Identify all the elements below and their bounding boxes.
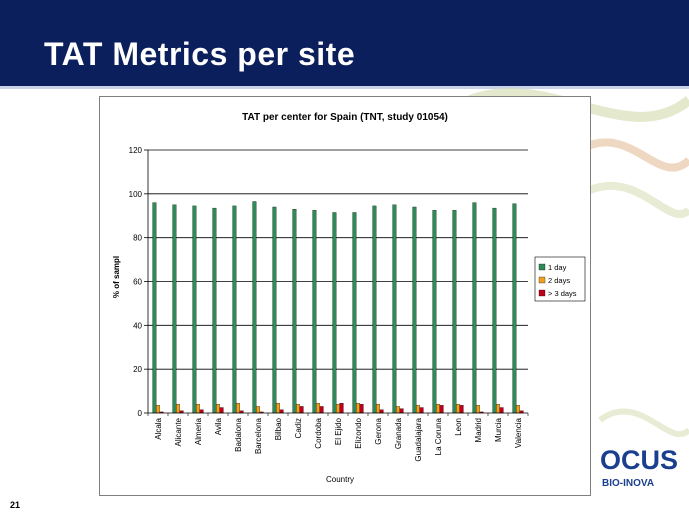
bar-1-17 (496, 404, 500, 414)
bar-0-9 (332, 212, 337, 414)
bar-0-10 (352, 212, 357, 414)
logo-text: OCUS (600, 445, 679, 475)
slide-header (0, 0, 689, 86)
bar-1-3 (216, 404, 220, 414)
x-tick-label: Madrid (474, 418, 483, 442)
bar-1-16 (476, 405, 480, 414)
x-tick-label: Gerona (374, 417, 383, 444)
bar-2-2 (199, 409, 204, 414)
legend-label-0: 1 day (548, 263, 567, 272)
y-tick-label: 100 (129, 190, 143, 199)
bar-0-2 (192, 205, 197, 414)
bar-0-0 (152, 202, 157, 414)
bar-1-7 (296, 404, 300, 414)
bar-0-8 (312, 210, 317, 414)
bar-0-4 (232, 205, 237, 414)
bar-2-12 (399, 408, 404, 414)
bar-0-14 (432, 210, 437, 414)
legend-swatch-1 (538, 276, 546, 284)
bar-1-8 (316, 402, 320, 414)
x-tick-label: Badalona (234, 417, 243, 451)
chart-title: TAT per center for Spain (TNT, study 010… (242, 112, 448, 123)
bar-2-3 (219, 407, 224, 414)
y-axis-label: % of sampl (112, 256, 121, 298)
x-tick-label: La Coruna (434, 417, 443, 455)
bar-1-6 (276, 402, 280, 414)
x-tick-label: Cadiz (294, 418, 303, 438)
bar-1-9 (336, 404, 340, 414)
bar-1-12 (396, 406, 400, 414)
bar-1-11 (376, 404, 380, 414)
bar-1-0 (156, 405, 160, 414)
x-tick-label: Guadalajara (414, 417, 423, 461)
bar-0-3 (212, 207, 217, 414)
bar-1-10 (356, 402, 360, 414)
bar-0-7 (292, 209, 297, 414)
bar-1-2 (196, 404, 200, 414)
x-tick-label: El Ejido (334, 417, 343, 445)
logo-subtext: BIO-INOVA (602, 478, 655, 489)
bar-2-17 (499, 407, 504, 414)
header-divider (0, 86, 689, 89)
bar-2-7 (299, 406, 304, 414)
x-tick-label: Almeria (194, 417, 203, 445)
bar-1-18 (516, 405, 520, 414)
x-tick-label: Valencia (514, 417, 523, 448)
x-tick-label: Leon (454, 418, 463, 436)
y-tick-label: 60 (133, 278, 142, 287)
x-tick-label: Elizondo (354, 417, 363, 448)
y-tick-label: 40 (133, 321, 142, 330)
bar-0-17 (492, 207, 497, 414)
bar-2-6 (279, 409, 284, 414)
bar-1-1 (176, 404, 180, 414)
bar-2-13 (419, 407, 424, 414)
bar-0-5 (252, 201, 257, 414)
bar-2-11 (379, 409, 384, 414)
bar-2-10 (359, 404, 364, 414)
bar-2-14 (439, 405, 444, 414)
x-tick-label: Murcia (494, 417, 503, 442)
bar-0-15 (452, 210, 457, 414)
x-tick-label: Granada (394, 417, 403, 449)
legend-label-2: > 3 days (548, 289, 577, 298)
y-tick-label: 120 (129, 146, 143, 155)
x-tick-label: Avila (214, 417, 223, 435)
legend-label-1: 2 days (548, 276, 570, 285)
y-tick-label: 80 (133, 234, 142, 243)
bar-1-4 (236, 402, 240, 414)
bar-0-1 (172, 204, 177, 414)
x-tick-label: Alicante (174, 417, 183, 446)
bar-0-12 (392, 204, 397, 414)
y-tick-label: 20 (133, 365, 142, 374)
x-tick-label: Bilbao (274, 417, 283, 440)
x-tick-label: Cordoba (314, 417, 323, 448)
slide-title: TAT Metrics per site (44, 36, 356, 72)
bar-1-15 (456, 404, 460, 414)
bar-0-18 (512, 203, 517, 414)
x-tick-label: Alcala (154, 417, 163, 439)
bar-0-16 (472, 202, 477, 414)
x-axis-label: Country (326, 475, 354, 484)
slide-number: 21 (10, 500, 21, 510)
bar-2-15 (459, 405, 464, 414)
bar-0-11 (372, 205, 377, 414)
bar-chart: TAT per center for Spain (TNT, study 010… (112, 112, 586, 484)
bar-1-13 (416, 405, 420, 414)
bar-0-6 (272, 206, 277, 414)
y-tick-label: 0 (138, 409, 143, 418)
bar-1-14 (436, 404, 440, 414)
company-logo: OCUS BIO-INOVA (592, 445, 689, 500)
bar-0-13 (412, 206, 417, 414)
bar-2-8 (319, 406, 324, 414)
bar-2-9 (339, 402, 344, 414)
legend-swatch-0 (538, 263, 546, 271)
x-tick-label: Barcelona (254, 417, 263, 454)
chart-container: TAT per center for Spain (TNT, study 010… (99, 96, 591, 496)
legend-swatch-2 (538, 289, 546, 297)
bar-1-5 (256, 406, 260, 414)
